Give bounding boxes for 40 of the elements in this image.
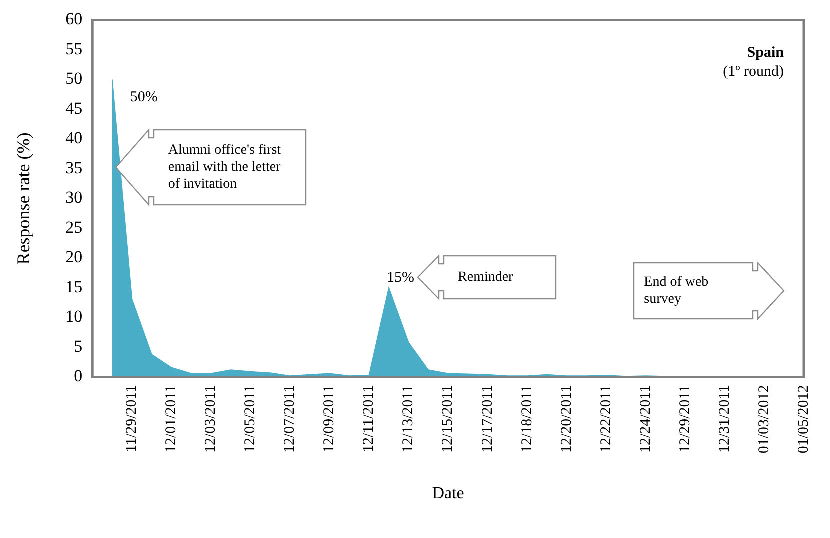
annotation: 15%: [387, 270, 415, 286]
y-tick-label: 60: [66, 10, 83, 29]
x-tick-label: 12/18/2011: [519, 385, 536, 454]
y-tick-label: 35: [66, 158, 83, 178]
x-tick-label: 12/22/2011: [598, 385, 614, 454]
x-tick-label: 12/07/2011: [282, 385, 298, 454]
y-tick-label: 25: [66, 218, 83, 237]
y-axis-title: Response rate (%): [14, 132, 34, 265]
text: (1º round): [723, 64, 784, 82]
y-tick-label: 10: [66, 307, 83, 326]
y-tick-label: 15: [66, 277, 83, 296]
x-tick-label: 12/15/2011: [440, 385, 456, 454]
annotation: 50%: [130, 90, 158, 106]
y-tick-label: 20: [66, 248, 83, 267]
x-axis-title: Date: [432, 483, 464, 502]
x-tick-label: 12/31/2011: [716, 385, 733, 454]
annotation: End of web survey: [644, 274, 710, 309]
x-tick-label: 12/03/2011: [203, 385, 220, 454]
x-tick-label: 01/03/2012: [756, 385, 772, 454]
y-tick-label: 50: [66, 69, 83, 88]
text: Spain: [747, 45, 784, 62]
y-tick-label: 30: [66, 188, 83, 208]
y-tick-label: 55: [66, 39, 83, 58]
x-tick-label: 12/13/2011: [400, 385, 417, 454]
y-tick-label: 0: [74, 366, 83, 386]
x-tick-label: 11/29/2011: [124, 385, 140, 452]
y-tick-label: 45: [66, 98, 83, 118]
x-tick-label: 12/20/2011: [558, 385, 575, 454]
x-tick-label: 12/24/2011: [638, 385, 654, 454]
y-tick-label: 40: [66, 128, 83, 148]
x-tick-label: 12/11/2011: [361, 385, 378, 452]
x-tick-label: 12/29/2011: [677, 385, 694, 454]
annotation: Alumni office's first email with the letter of invitation: [168, 142, 282, 194]
x-tick-label: 12/01/2011: [164, 385, 180, 454]
x-tick-label: 12/05/2011: [242, 385, 259, 454]
x-tick-label: 12/17/2011: [480, 385, 496, 454]
y-tick-label: 5: [74, 336, 83, 356]
annotation: Reminder: [458, 269, 514, 287]
x-tick-label: 12/09/2011: [322, 385, 338, 454]
x-tick-label: 01/05/2012: [796, 385, 812, 454]
